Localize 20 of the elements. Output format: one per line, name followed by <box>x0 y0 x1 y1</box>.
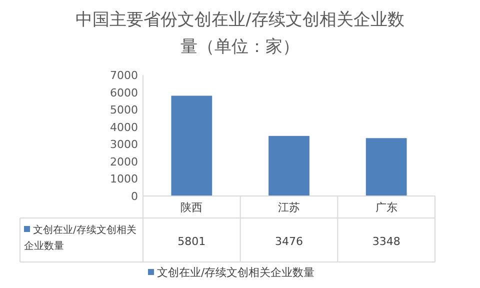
y-tick-label: 6000 <box>110 86 138 100</box>
bar <box>366 138 407 196</box>
data-label: 3476 <box>275 235 303 248</box>
x-tick-label: 陕西 <box>180 201 203 214</box>
y-tick-label: 4000 <box>110 120 138 134</box>
bar <box>268 136 310 196</box>
data-label: 3348 <box>372 235 400 248</box>
y-tick-label: 1000 <box>110 172 138 186</box>
text: 文创在业/存续文创相关企业数量 <box>157 266 315 279</box>
legend-label: 文创在业/存续文创相关企业数量 <box>24 224 136 252</box>
y-tick-label: 0 <box>131 190 138 203</box>
y-tick-label: 7000 <box>110 69 138 82</box>
y-tick-label: 2000 <box>110 155 138 168</box>
data-label: 5801 <box>178 235 206 248</box>
y-tick-label: 5000 <box>110 104 138 117</box>
chart-title: 中国主要省份文创在业/存续文创相关企业数量（单位：家） <box>76 10 404 57</box>
x-tick-label: 江苏 <box>278 201 300 214</box>
bar <box>171 96 212 196</box>
y-tick-label: 3000 <box>110 138 138 152</box>
x-tick-label: 广东 <box>375 201 398 214</box>
